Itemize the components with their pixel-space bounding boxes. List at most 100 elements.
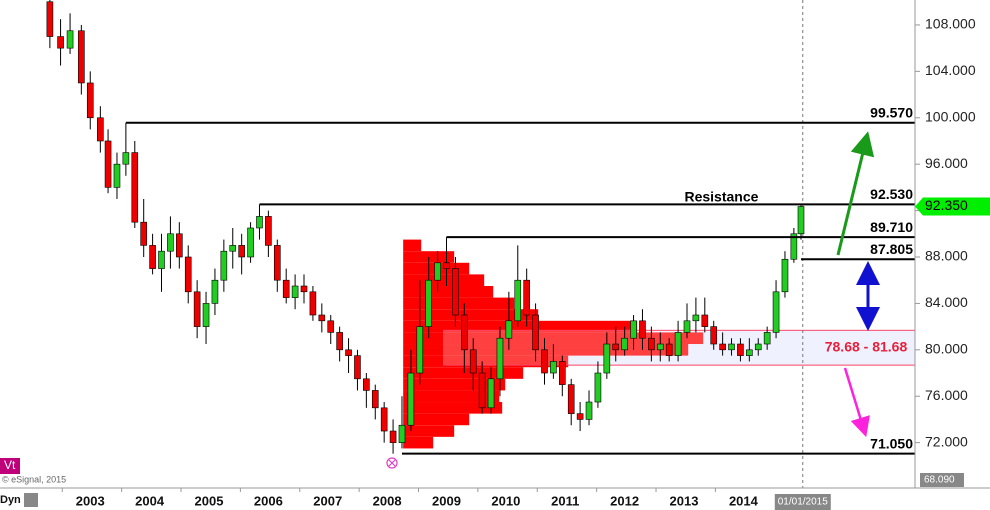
candle-body bbox=[443, 262, 450, 269]
candle-body bbox=[746, 349, 753, 356]
candle-body bbox=[728, 343, 735, 351]
candle-body bbox=[674, 332, 682, 356]
event-marker-cross bbox=[388, 459, 396, 467]
candle-body bbox=[273, 245, 281, 281]
candle-body bbox=[496, 337, 504, 380]
level-label: 89.710 bbox=[870, 219, 913, 235]
candle-body bbox=[461, 314, 468, 351]
volume-profile-bar bbox=[403, 355, 569, 368]
x-tick-label: 2007 bbox=[313, 493, 342, 508]
level-label: 87.805 bbox=[870, 241, 913, 257]
candle-body bbox=[541, 349, 548, 374]
bottom-readout: 68.090 bbox=[924, 475, 955, 486]
candle-body bbox=[737, 343, 744, 356]
x-tick-label: 2006 bbox=[254, 493, 283, 508]
candle-body bbox=[57, 36, 64, 49]
x-tick-label: 2003 bbox=[76, 493, 105, 508]
volume-profile-bar bbox=[403, 286, 494, 298]
candle-body bbox=[683, 320, 691, 333]
candle-body bbox=[309, 291, 317, 316]
candle-body bbox=[710, 326, 718, 345]
candle-body bbox=[282, 279, 290, 298]
down-arrow bbox=[843, 367, 870, 438]
candle-body bbox=[648, 337, 655, 351]
x-tick-label: 2008 bbox=[373, 493, 402, 508]
candle-body bbox=[567, 384, 575, 414]
candle-body bbox=[336, 332, 343, 351]
candle-body bbox=[229, 245, 237, 252]
candle-body bbox=[86, 82, 94, 119]
candle-body bbox=[354, 355, 361, 380]
zone-label: 78.68 - 81.68 bbox=[825, 338, 908, 354]
candle-body bbox=[505, 320, 513, 339]
candle-body bbox=[176, 233, 183, 258]
candle-body bbox=[425, 279, 433, 327]
candle-body bbox=[469, 349, 477, 374]
candle-body bbox=[639, 320, 646, 339]
copyright: © eSignal, 2015 bbox=[2, 474, 66, 484]
last-price-label: 92.350 bbox=[925, 197, 968, 213]
candle-body bbox=[46, 1, 54, 37]
candle-body bbox=[603, 343, 611, 374]
candle-body bbox=[487, 378, 495, 409]
candle-body bbox=[113, 163, 121, 188]
level-label: 99.570 bbox=[870, 104, 913, 120]
candle-body bbox=[345, 349, 352, 356]
volume-profile-bar bbox=[403, 367, 524, 379]
volume-profile-bar bbox=[403, 425, 455, 437]
candle-body bbox=[550, 361, 557, 374]
study-tag: Vt bbox=[4, 458, 16, 472]
level-layer: 78.68 - 81.68 99.570 92.530 89.710 87.805 71.… bbox=[125, 104, 915, 455]
candle-body bbox=[363, 378, 370, 391]
y-tick-label: 88.000 bbox=[925, 248, 968, 264]
candle-body bbox=[772, 291, 780, 333]
candle-body bbox=[265, 216, 272, 246]
candle-body bbox=[434, 262, 441, 281]
candle-body bbox=[478, 372, 486, 409]
candle-body bbox=[701, 314, 709, 327]
y-tick-label: 84.000 bbox=[925, 294, 968, 310]
y-tick-label: 76.000 bbox=[925, 387, 968, 403]
candle-body bbox=[380, 407, 388, 432]
last-price-tag bbox=[915, 197, 990, 216]
y-tick-label: 104.000 bbox=[925, 62, 976, 78]
x-tick-label: 2011 bbox=[551, 493, 579, 508]
candle-body bbox=[559, 361, 566, 385]
candle-body bbox=[184, 256, 192, 293]
candle-body bbox=[78, 30, 85, 84]
level-label: 92.530 bbox=[870, 186, 913, 202]
y-tick-label: 108.000 bbox=[925, 16, 976, 32]
candle-body bbox=[238, 245, 245, 258]
candle-body bbox=[371, 390, 379, 409]
candle-body bbox=[407, 372, 415, 426]
volume-profile-bar bbox=[403, 436, 434, 449]
candle-body bbox=[514, 279, 522, 322]
candle-body bbox=[797, 206, 805, 235]
candle-body bbox=[576, 413, 584, 420]
volume-profile-bar bbox=[403, 309, 539, 321]
volume-profile-bar bbox=[403, 332, 704, 345]
x-tick-label: 2010 bbox=[491, 493, 520, 508]
volume-profile-bar bbox=[403, 390, 500, 403]
candle-body bbox=[523, 279, 530, 316]
price-layer bbox=[46, 0, 805, 454]
candle-body bbox=[202, 303, 210, 327]
volume-profile-bar bbox=[403, 402, 503, 414]
candle-body bbox=[97, 117, 104, 142]
event-marker bbox=[386, 457, 398, 469]
candle-body bbox=[247, 227, 254, 258]
candle-body bbox=[416, 326, 424, 374]
x-tick-label: 2014 bbox=[729, 493, 759, 508]
candle-body bbox=[318, 314, 326, 322]
y-tick-label: 100.000 bbox=[925, 108, 976, 124]
candle-body bbox=[692, 314, 700, 322]
study-tag-box bbox=[0, 458, 20, 474]
candle-body bbox=[104, 140, 112, 188]
cursor-date-box bbox=[774, 494, 831, 510]
candle-body bbox=[193, 291, 201, 327]
candle-body bbox=[452, 268, 459, 316]
candle-body bbox=[656, 343, 664, 351]
candle-body bbox=[327, 320, 335, 333]
candle-body bbox=[140, 221, 147, 246]
